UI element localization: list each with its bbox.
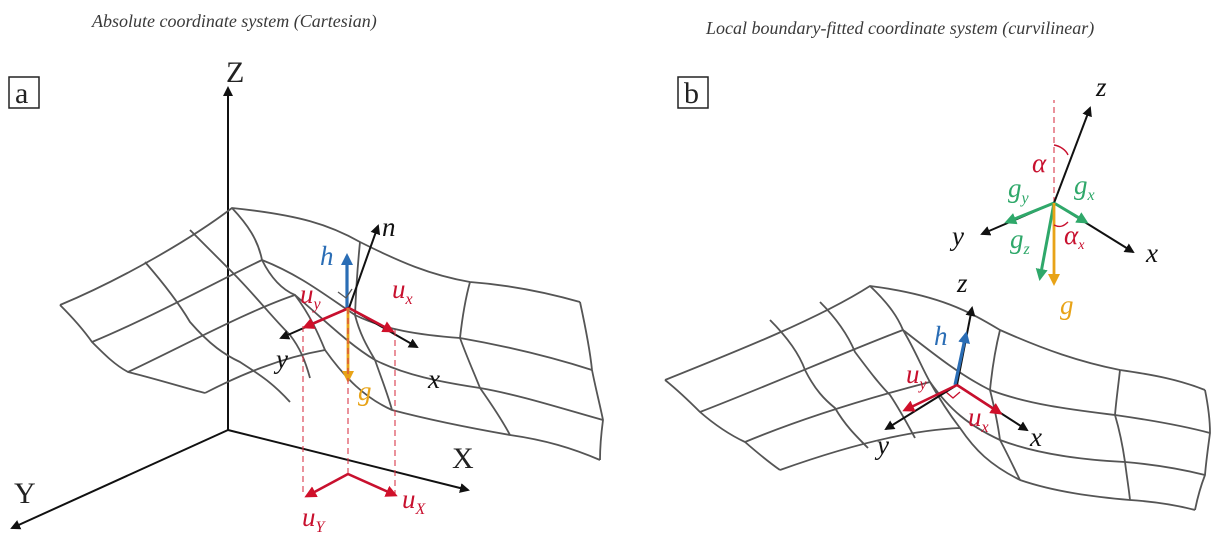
label-y-b: y — [874, 430, 889, 460]
panel-b-label-box — [677, 76, 709, 109]
label-ux-b: ux — [968, 402, 989, 436]
label-gx: gx — [1074, 170, 1095, 204]
gravity-component-gx — [1053, 201, 1089, 224]
velocity-uX — [347, 472, 398, 497]
label-y-inset: y — [949, 221, 964, 251]
velocity-ux-a — [348, 306, 395, 333]
panel-a: a Z X Y n h x y — [8, 56, 604, 536]
normal-vector-n — [348, 224, 381, 309]
label-z-inset: z — [1095, 72, 1107, 102]
z-axis-label: Z — [226, 56, 244, 89]
label-x-b: x — [1029, 422, 1042, 452]
right-angle-mark-b — [945, 391, 961, 399]
label-gy: gy — [1008, 173, 1030, 207]
label-z-b: z — [956, 268, 968, 298]
caption-left: Absolute coordinate system (Cartesian) — [91, 11, 377, 32]
x-axis-label: X — [452, 442, 474, 475]
label-n: n — [382, 212, 396, 242]
label-y-a: y — [273, 344, 288, 374]
panel-a-label-box — [8, 76, 40, 109]
right-angle-mark-a — [337, 288, 353, 299]
velocity-uy-b — [902, 383, 958, 412]
y-axis-label: Y — [14, 477, 36, 510]
inset-z-axis — [1053, 106, 1092, 204]
label-ux-a: ux — [392, 274, 413, 308]
label-alpha-x: αx — [1064, 220, 1085, 253]
alpha-x-arc — [1053, 221, 1069, 228]
label-uy-a: uy — [300, 279, 322, 313]
velocity-ux-b — [956, 383, 1003, 415]
label-uX: uX — [402, 484, 427, 518]
panel-b-label: b — [684, 77, 699, 110]
velocity-uy-a — [302, 306, 350, 329]
label-x-inset: x — [1145, 238, 1158, 268]
y-axis — [10, 429, 229, 530]
label-gz: gz — [1010, 224, 1031, 258]
label-h: h — [320, 241, 334, 271]
label-h-b: h — [934, 321, 948, 351]
panel-a-label: a — [15, 77, 28, 110]
gravity-component-gy — [1004, 201, 1055, 225]
caption-right: Local boundary-fitted coordinate system … — [705, 18, 1094, 39]
label-g-inset: g — [1060, 290, 1074, 320]
velocity-uY — [304, 472, 349, 498]
panel-b: b z α x y gx gy gz g αx — [664, 72, 1211, 511]
local-y-axis-b — [884, 384, 958, 431]
alpha-arc — [1053, 144, 1069, 156]
label-x-a: x — [427, 364, 440, 394]
label-uy-b: uy — [906, 359, 928, 393]
label-alpha: α — [1032, 148, 1047, 178]
label-uY: uY — [302, 502, 327, 536]
gravity-component-gz — [1035, 202, 1056, 281]
depth-vector-h-b — [953, 331, 970, 386]
label-g-a: g — [358, 376, 372, 406]
